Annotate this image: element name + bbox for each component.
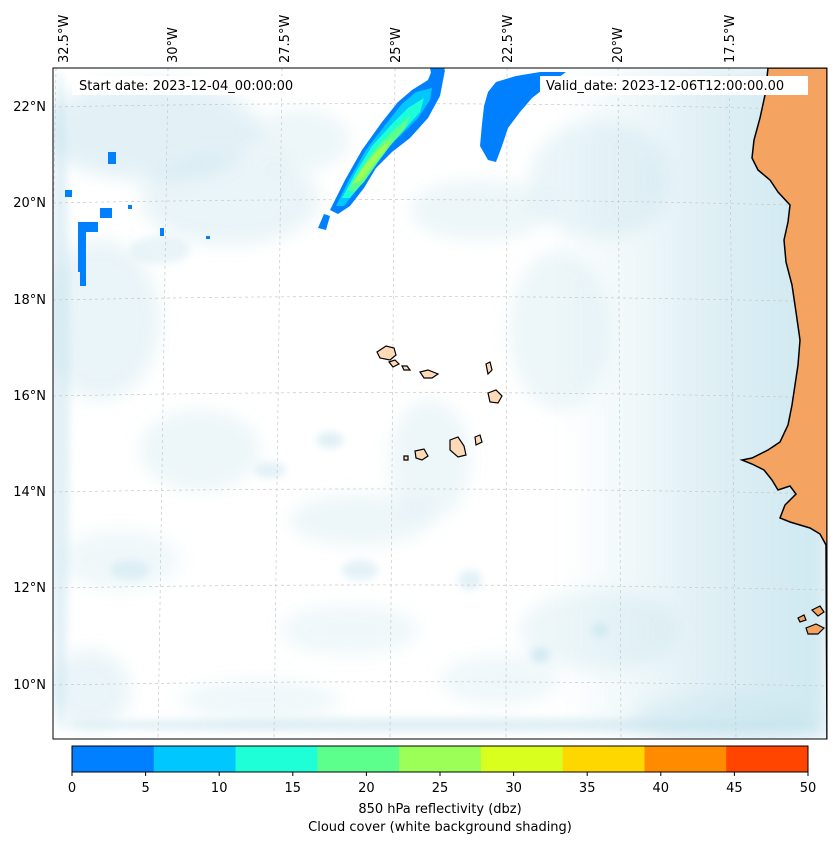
lon-label-27-5w: 27.5°W: [278, 15, 293, 63]
colorbar-tick-label: 50: [800, 781, 817, 796]
colorbar-segment-8: [726, 746, 809, 772]
reflectivity-band: [318, 68, 445, 230]
lon-label-22-5w: 22.5°W: [501, 15, 516, 63]
reflectivity-fragments-west: [65, 152, 210, 286]
colorbar-segment-3: [317, 746, 400, 772]
africa-land: [739, 68, 827, 739]
colorbar-tick-label: 5: [141, 781, 149, 796]
valid-date-label: Valid_date: 2023-12-06T12:00:00.00: [546, 79, 784, 94]
colorbar-label-reflectivity: 850 hPa reflectivity (dbz): [358, 802, 521, 817]
lat-label-12n: 12°N: [13, 581, 46, 596]
cape-verde-islands: [376, 345, 503, 461]
lat-label-10n: 10°N: [13, 678, 46, 693]
valid-date-box: [540, 76, 808, 95]
colorbar-tick-label: 40: [653, 781, 670, 796]
colorbar-tick-label: 45: [726, 781, 743, 796]
colorbar-label-cloud-cover: Cloud cover (white background shading): [308, 820, 572, 835]
lat-label-20n: 20°N: [13, 196, 46, 211]
lon-label-32-5w: 32.5°W: [57, 15, 72, 63]
colorbar-tick-label: 30: [505, 781, 522, 796]
longitude-labels: 32.5°W 30°W 27.5°W 25°W 22.5°W 20°W 17.5…: [57, 15, 738, 63]
lon-label-17-5w: 17.5°W: [723, 15, 738, 63]
colorbar-segment-6: [562, 746, 645, 772]
map-frame: [52, 67, 828, 740]
bijagos-islands: [797, 605, 826, 635]
lon-label-25w: 25°W: [389, 27, 404, 63]
reflectivity-cell-east: [480, 72, 566, 162]
colorbar-segment-4: [399, 746, 482, 772]
lat-label-14n: 14°N: [13, 485, 46, 500]
lat-label-16n: 16°N: [13, 389, 46, 404]
colorbar-segment-7: [644, 746, 727, 772]
lat-label-18n: 18°N: [13, 293, 46, 308]
colorbar-tick-label: 25: [432, 781, 449, 796]
colorbar-segment-0: [72, 746, 155, 772]
colorbar-segment-5: [480, 746, 564, 772]
lon-label-30w: 30°W: [166, 27, 181, 63]
colorbar: 0 5 10 15 20 25 30 35 40 45 50: [68, 745, 817, 796]
map-area: Start date: 2023-12-04_00:00:00 Valid_da…: [53, 68, 827, 739]
latitude-labels: 22°N 20°N 18°N 16°N 14°N 12°N 10°N: [13, 100, 46, 693]
colorbar-tick-label: 10: [211, 781, 228, 796]
colorbar-tick-label: 20: [358, 781, 375, 796]
lat-label-22n: 22°N: [13, 100, 46, 115]
graticule: [53, 68, 827, 739]
colorbar-segment-1: [153, 746, 237, 772]
lon-label-20w: 20°W: [611, 27, 626, 63]
start-date-box: [72, 76, 319, 95]
colorbar-tick-label: 15: [285, 781, 302, 796]
colorbar-tick-label: 35: [579, 781, 596, 796]
start-date-label: Start date: 2023-12-04_00:00:00: [79, 79, 293, 94]
colorbar-segment-2: [235, 746, 318, 772]
colorbar-tick-label: 0: [68, 781, 76, 796]
